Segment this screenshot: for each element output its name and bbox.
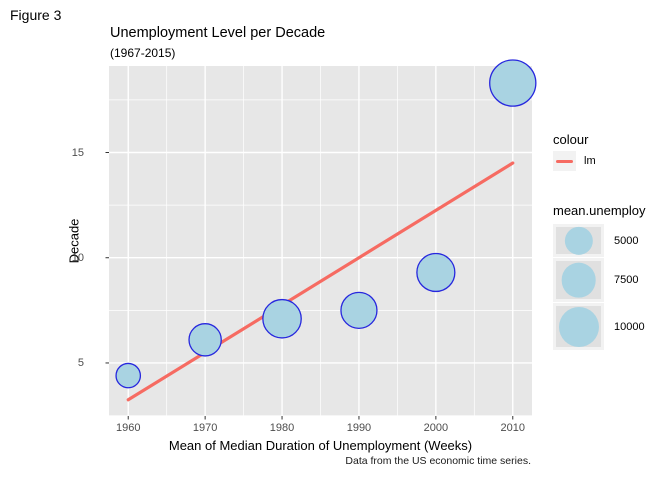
legend-size-label: 7500 xyxy=(614,274,639,286)
legend-size-key xyxy=(553,303,604,350)
legend-size-key xyxy=(553,258,604,302)
x-tick-label: 1980 xyxy=(269,422,295,434)
legend-size-label: 10000 xyxy=(614,320,645,333)
chart-title: Unemployment Level per Decade xyxy=(110,25,326,41)
legend-colour-label: lm xyxy=(584,155,596,167)
bubble xyxy=(115,362,142,389)
bubble xyxy=(489,59,537,107)
figure-label: Figure 3 xyxy=(10,7,62,23)
legend-size-item: 7500 xyxy=(553,258,645,302)
legend-size-label: 5000 xyxy=(614,234,639,247)
bubble xyxy=(340,291,378,329)
y-tick-label: 5 xyxy=(77,356,84,369)
legend-size-key xyxy=(553,224,604,257)
bubble xyxy=(262,298,302,339)
x-tick-label: 2010 xyxy=(500,422,525,434)
legend-size-item: 5000 xyxy=(553,224,645,257)
trend-line xyxy=(126,161,515,402)
bubble-icon xyxy=(564,226,593,255)
legend-colour-key xyxy=(553,151,576,171)
legend-colour-title: colour xyxy=(553,132,589,147)
x-tick-label: 2000 xyxy=(423,422,449,434)
legend-colour-item: lm xyxy=(553,151,596,171)
bubble xyxy=(416,252,456,293)
x-axis-title: Mean of Median Duration of Unemployment … xyxy=(168,438,473,453)
y-tick-label: 15 xyxy=(71,146,84,159)
bubble xyxy=(188,323,222,357)
trend-line-icon xyxy=(556,159,573,163)
chart-subtitle: (1967-2015) xyxy=(110,46,176,60)
legend-size-items: 5000 7500 10000 xyxy=(553,224,645,350)
x-tick-label: 1970 xyxy=(192,422,218,434)
x-tick-label: 1960 xyxy=(115,422,141,434)
x-tick-label: 1990 xyxy=(346,422,372,434)
bubble-icon xyxy=(558,306,599,347)
bubble-icon xyxy=(561,262,596,298)
y-tick-label: 10 xyxy=(71,251,84,264)
legend-size-item: 10000 xyxy=(553,303,645,350)
legend-size-title: mean.unemploy xyxy=(553,203,646,218)
chart-caption: Data from the US economic time series. xyxy=(345,455,531,467)
